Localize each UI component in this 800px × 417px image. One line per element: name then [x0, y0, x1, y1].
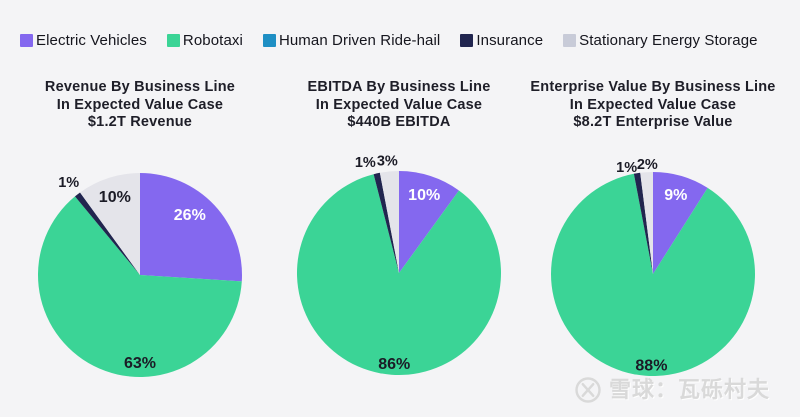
chart-title-revenue: Revenue By Business Line In Expected Val…: [0, 79, 280, 132]
slice-label: 1%: [355, 155, 376, 171]
slice-label: 63%: [124, 355, 156, 372]
pie-slice: [74, 192, 140, 275]
slice-label: 1%: [616, 160, 637, 176]
pie-slice: [140, 173, 243, 282]
slice-label: 2%: [637, 157, 658, 173]
slice-label: 10%: [99, 189, 131, 206]
chart-title-line: In Expected Value Case: [569, 96, 737, 113]
slice-label: 3%: [377, 153, 398, 169]
slice-label: 26%: [174, 207, 206, 224]
legend-item-insurance: Insurance: [460, 32, 543, 49]
legend-item-stationary-energy-storage: Stationary Energy Storage: [563, 32, 757, 49]
pie-chart-revenue: 26% 63% 1% 10%: [38, 173, 243, 377]
legend-swatch-human-driven-ride-hail: [262, 34, 276, 47]
pie-slice: [80, 173, 140, 275]
legend-label: Human Driven Ride-hail: [278, 32, 441, 49]
pie-chart-enterprise-value: 9% 88% 1% 2%: [550, 157, 755, 377]
slice-label: 86%: [378, 356, 410, 373]
legend: Electric Vehicles Robotaxi Human Driven …: [20, 32, 758, 49]
pie-slice: [379, 171, 399, 273]
chart-title-line: $440B EBITDA: [347, 114, 451, 130]
watermark: 雪球：瓦砾村夫: [574, 375, 770, 405]
legend-swatch-electric-vehicles: [20, 34, 33, 47]
chart-title-line: Revenue By Business Line: [44, 79, 236, 95]
legend-label: Robotaxi: [182, 32, 243, 49]
chart-title-line: Enterprise Value By Business Line: [530, 79, 776, 95]
legend-item-electric-vehicles: Electric Vehicles: [20, 32, 147, 49]
chart-title-line: In Expected Value Case: [315, 96, 483, 113]
chart-title-line: In Expected Value Case: [56, 96, 224, 113]
chart-title-line: $8.2T Enterprise Value: [573, 114, 733, 130]
legend-label: Stationary Energy Storage: [579, 32, 758, 49]
pie-slice: [38, 196, 242, 377]
chart-title-ebitda: EBITDA By Business Line In Expected Valu…: [259, 79, 539, 132]
chart-title-enterprise-value: Enterprise Value By Business Line In Exp…: [513, 79, 793, 132]
pie-slice: [550, 173, 755, 377]
legend-swatch-robotaxi: [166, 34, 180, 47]
pie-slice: [373, 172, 399, 273]
pie-slice: [640, 172, 653, 274]
xueqiu-logo-icon: [575, 377, 601, 403]
pie-slice: [653, 172, 708, 274]
watermark-text: 雪球：瓦砾村夫: [609, 377, 771, 402]
legend-label: Insurance: [476, 32, 544, 49]
legend-swatch-insurance: [460, 34, 474, 47]
legend-item-human-driven-ride-hail: Human Driven Ride-hail: [262, 32, 441, 49]
pie-chart-ebitda: 10% 86% 1% 3%: [296, 153, 501, 375]
legend-swatch-stationary-energy-storage: [563, 34, 577, 47]
pie-slice: [296, 174, 501, 375]
pie-slice: [633, 172, 653, 274]
slice-label: 1%: [58, 175, 79, 191]
chart-title-line: EBITDA By Business Line: [307, 79, 491, 95]
chart-title-line: $1.2T Revenue: [87, 114, 193, 130]
slice-label: 9%: [664, 187, 687, 204]
legend-item-robotaxi: Robotaxi: [166, 32, 243, 49]
slice-label: 10%: [408, 187, 440, 204]
legend-label: Electric Vehicles: [36, 32, 147, 49]
slice-label: 88%: [635, 357, 667, 374]
pie-slice: [399, 171, 459, 273]
